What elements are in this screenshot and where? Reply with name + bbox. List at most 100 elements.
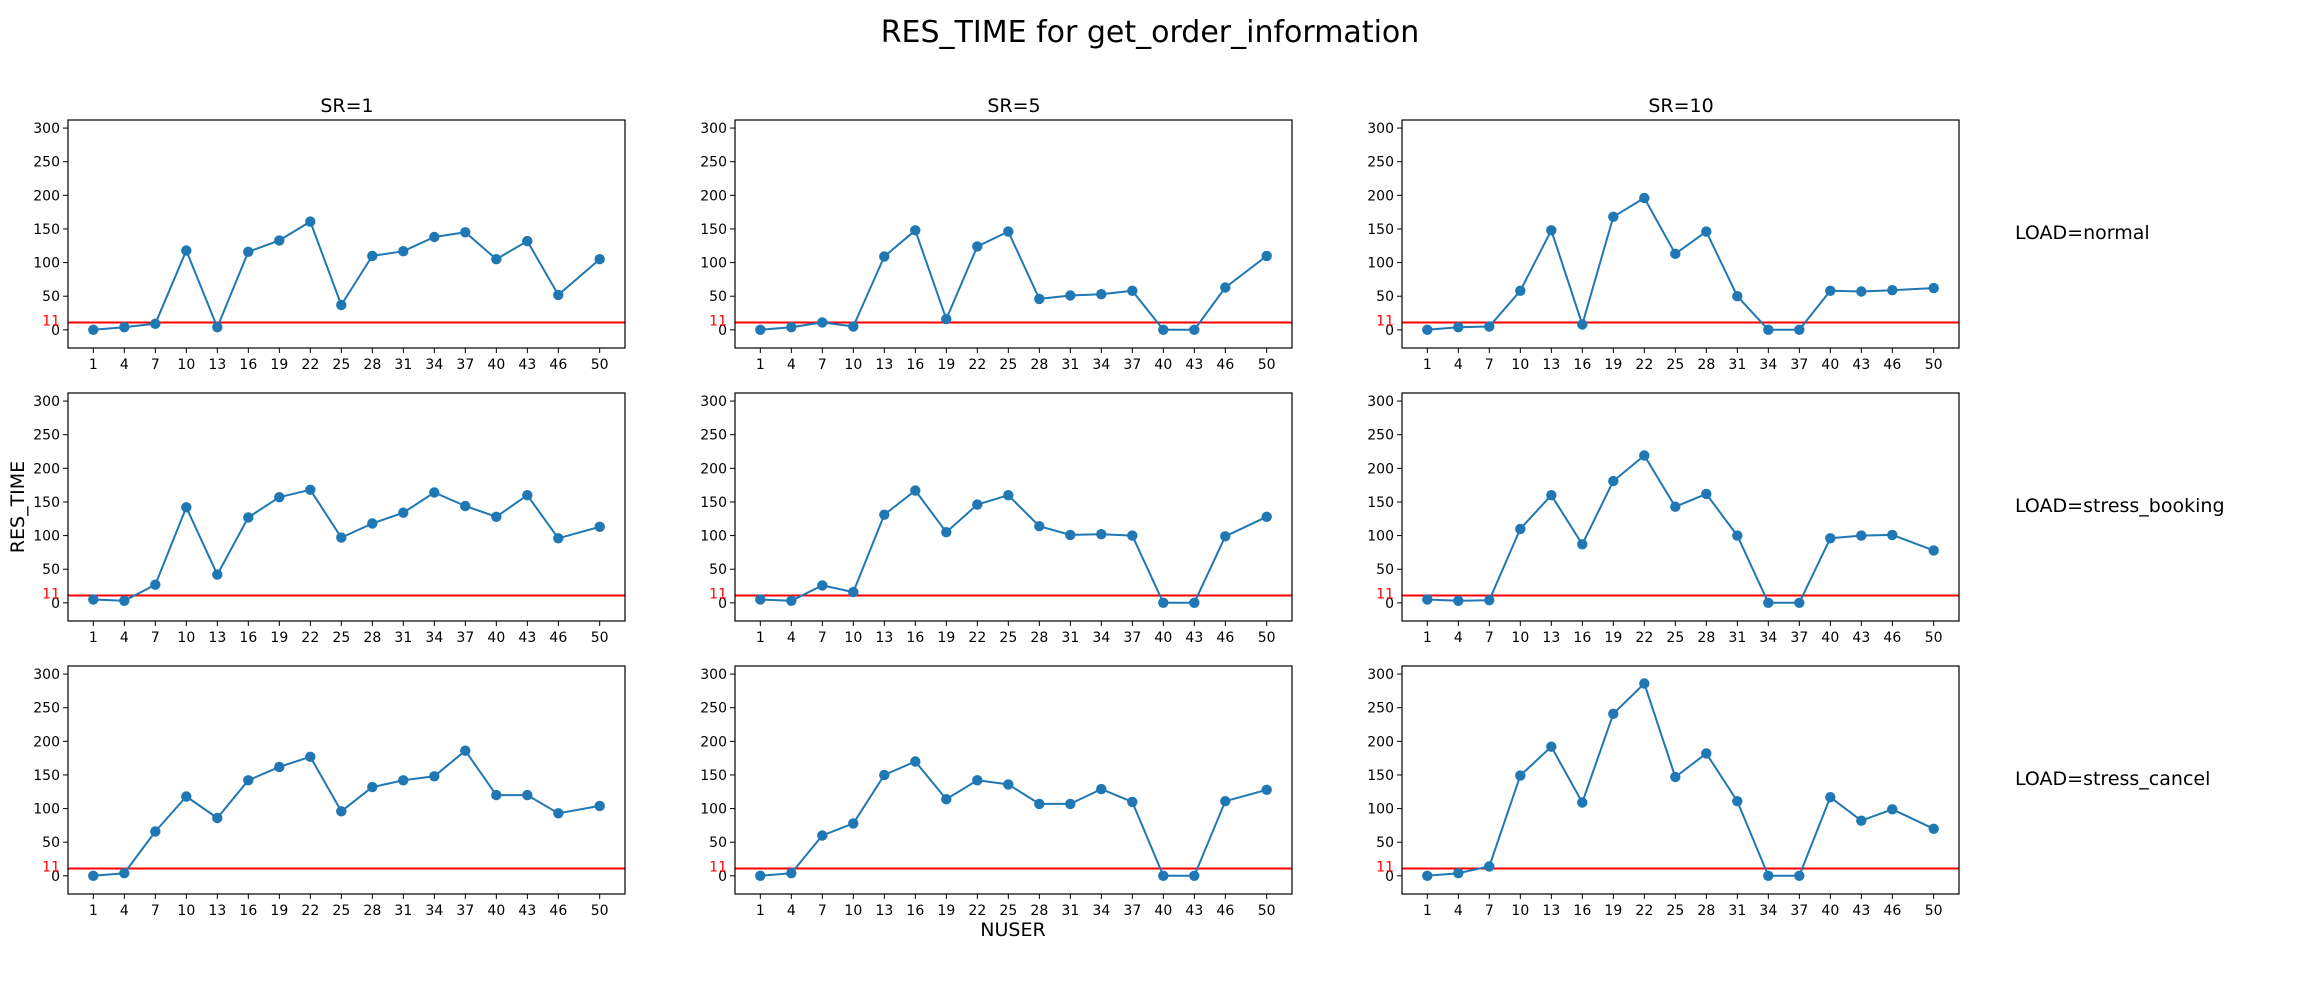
x-tick-label: 7 <box>151 903 160 919</box>
x-tick-label: 31 <box>1728 630 1746 646</box>
data-point <box>1732 796 1743 807</box>
y-tick-label: 50 <box>1376 289 1394 305</box>
x-tick-label: 46 <box>1883 357 1901 373</box>
data-point <box>786 322 797 333</box>
data-point <box>398 507 409 518</box>
x-tick-label: 13 <box>875 630 893 646</box>
y-tick-label: 300 <box>700 394 727 410</box>
series-line <box>760 229 1268 331</box>
data-point <box>1670 248 1681 259</box>
y-tick-label: 300 <box>33 394 60 410</box>
plot-frame <box>734 665 1293 895</box>
row-title-normal: LOAD=normal <box>2015 222 2150 244</box>
data-point <box>1034 521 1045 532</box>
x-tick-label: 22 <box>968 357 986 373</box>
data-point <box>1928 823 1939 834</box>
x-tick-label: 1 <box>89 903 98 919</box>
data-point <box>1608 211 1619 222</box>
x-tick-label: 25 <box>999 630 1017 646</box>
y-tick-label: 0 <box>51 596 60 612</box>
x-tick-label: 50 <box>1925 357 1943 373</box>
data-point <box>1887 804 1898 815</box>
data-point <box>119 868 130 879</box>
y-tick-label: 300 <box>33 121 60 137</box>
x-tick-label: 13 <box>208 357 226 373</box>
data-point <box>1887 529 1898 541</box>
subplot-8: 1 4 7 10 13 16 19 22 25 28 31 34 37 40 43 46 50 0 50 100 150… <box>700 665 1293 919</box>
data-point <box>1422 594 1433 605</box>
x-tick-label: 34 <box>1092 903 1110 919</box>
x-tick-label: 13 <box>1542 630 1560 646</box>
x-tick-label: 25 <box>332 357 350 373</box>
data-point <box>1127 285 1138 296</box>
threshold-label: 11 <box>1376 586 1394 602</box>
x-tick-label: 50 <box>591 357 609 373</box>
y-tick-label: 300 <box>700 667 727 683</box>
data-point <box>305 216 316 227</box>
data-point <box>491 511 502 522</box>
data-point <box>1639 192 1650 204</box>
x-tick-label: 37 <box>1123 630 1141 646</box>
data-point <box>367 250 378 262</box>
data-point <box>1515 770 1526 781</box>
x-tick-label: 50 <box>1258 357 1276 373</box>
x-tick-label: 37 <box>1123 357 1141 373</box>
x-tick-label: 37 <box>456 357 474 373</box>
x-tick-label: 4 <box>120 903 129 919</box>
data-point <box>522 235 533 247</box>
plot-frame <box>1401 119 1960 349</box>
data-point <box>1127 530 1138 541</box>
x-tick-label: 46 <box>549 357 567 373</box>
data-point <box>367 518 378 529</box>
x-tick-label: 34 <box>425 357 443 373</box>
y-tick-label: 50 <box>1376 562 1394 578</box>
series-line <box>760 760 1267 877</box>
data-point <box>1763 870 1774 881</box>
data-point <box>1065 798 1076 810</box>
x-tick-label: 46 <box>1216 357 1234 373</box>
data-point <box>972 499 983 510</box>
x-tick-label: 50 <box>1258 903 1276 919</box>
x-tick-label: 19 <box>1604 630 1622 646</box>
x-tick-label: 1 <box>756 630 765 646</box>
x-tick-label: 10 <box>1511 357 1529 373</box>
y-tick-label: 150 <box>33 495 60 511</box>
data-point <box>553 289 564 301</box>
y-tick-label: 200 <box>1367 188 1394 204</box>
x-tick-label: 50 <box>591 903 609 919</box>
plot-frame <box>734 392 1293 622</box>
x-tick-label: 31 <box>394 357 412 373</box>
data-point <box>181 791 192 802</box>
x-tick-label: 50 <box>1925 903 1943 919</box>
data-point <box>1158 324 1169 335</box>
data-point <box>274 761 285 773</box>
x-tick-label: 4 <box>1454 903 1463 919</box>
y-tick-label: 250 <box>1367 701 1394 717</box>
data-point <box>398 246 409 257</box>
data-point <box>1484 595 1495 606</box>
plot-frame <box>1401 392 1960 622</box>
x-tick-label: 40 <box>1821 357 1839 373</box>
x-tick-label: 10 <box>844 630 862 646</box>
y-tick-label: 50 <box>42 562 60 578</box>
data-point <box>1701 226 1712 237</box>
threshold-label: 11 <box>1376 313 1394 329</box>
data-point <box>522 490 533 501</box>
x-tick-label: 22 <box>968 903 986 919</box>
x-tick-label: 43 <box>1852 903 1870 919</box>
data-point <box>1856 286 1867 297</box>
data-point <box>1189 870 1200 881</box>
series-line <box>1427 454 1935 604</box>
data-point <box>941 527 952 538</box>
x-tick-label: 28 <box>363 630 381 646</box>
data-point <box>1763 324 1774 335</box>
x-tick-label: 31 <box>1061 903 1079 919</box>
data-point <box>491 789 502 801</box>
x-tick-label: 1 <box>756 357 765 373</box>
data-point <box>848 321 859 332</box>
x-tick-label: 16 <box>1573 630 1591 646</box>
y-tick-label: 100 <box>1367 256 1394 272</box>
x-tick-label: 16 <box>1573 357 1591 373</box>
y-tick-label: 250 <box>33 155 60 171</box>
